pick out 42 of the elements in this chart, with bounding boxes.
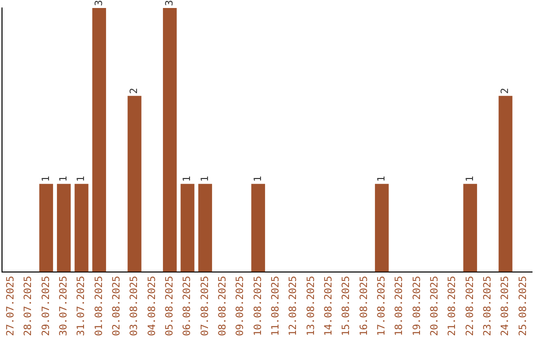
x-tick-label: 05.08.2025 (164, 276, 176, 336)
data-label: 1 (58, 176, 70, 182)
x-tick-label: 04.08.2025 (146, 276, 158, 336)
x-tick-label: 07.08.2025 (200, 276, 211, 336)
x-tick-label: 22.08.2025 (464, 276, 476, 336)
data-label: 3 (94, 0, 105, 6)
x-tick-label: 27.07.2025 (5, 276, 16, 336)
x-tick-label: 12.08.2025 (288, 276, 300, 336)
data-label: 1 (182, 176, 194, 182)
data-label: 1 (200, 176, 211, 182)
data-label: 2 (129, 88, 140, 94)
data-label: 1 (40, 176, 52, 182)
x-tick-label: 31.07.2025 (76, 276, 88, 336)
x-tick-label: 29.07.2025 (40, 276, 52, 336)
x-tick-label: 30.07.2025 (58, 276, 70, 336)
x-tick-label: 09.08.2025 (235, 276, 246, 336)
data-label: 1 (464, 176, 476, 182)
x-tick-label: 21.08.2025 (447, 276, 458, 336)
x-tick-label: 28.07.2025 (23, 276, 34, 336)
x-tick-label: 19.08.2025 (412, 276, 423, 336)
x-tick-label: 18.08.2025 (394, 276, 406, 336)
x-tick-label: 06.08.2025 (182, 276, 194, 336)
x-tick-label: 24.08.2025 (500, 276, 512, 336)
x-tick-label: 16.08.2025 (358, 276, 370, 336)
x-tick-label: 17.08.2025 (376, 276, 388, 336)
data-label: 1 (252, 176, 264, 182)
x-tick-label: 08.08.2025 (217, 276, 228, 336)
x-tick-label: 02.08.2025 (111, 276, 122, 336)
x-tick-label: 03.08.2025 (129, 276, 140, 336)
data-label: 1 (76, 176, 88, 182)
x-tick-label: 15.08.2025 (341, 276, 352, 336)
x-tick-label: 01.08.2025 (94, 276, 105, 336)
x-tick-label: 14.08.2025 (323, 276, 334, 336)
data-label: 1 (376, 176, 388, 182)
x-tick-label: 13.08.2025 (306, 276, 317, 336)
x-tick-label: 10.08.2025 (252, 276, 264, 336)
x-tick-label: 11.08.2025 (270, 276, 282, 336)
x-tick-label: 23.08.2025 (482, 276, 494, 336)
x-tick-label: 20.08.2025 (429, 276, 440, 336)
data-label: 3 (164, 0, 176, 6)
data-label: 2 (500, 88, 512, 94)
x-tick-label: 25.08.2025 (518, 276, 529, 336)
